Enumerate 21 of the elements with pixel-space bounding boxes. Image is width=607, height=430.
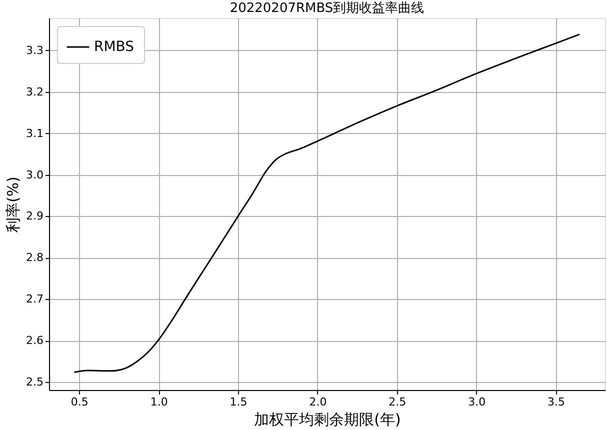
- y-tick-label: 3.3: [26, 44, 44, 57]
- y-tick-label: 2.6: [26, 334, 44, 348]
- y-tick-label: 3.1: [26, 126, 44, 140]
- y-tick-label: 2.5: [26, 376, 44, 389]
- x-tick-label: 1.5: [230, 396, 248, 408]
- chart-title: 20220207RMBS到期收益率曲线: [230, 0, 424, 16]
- x-tick-label: 3.5: [548, 396, 566, 408]
- x-tick-label: 2.0: [309, 396, 327, 408]
- y-tick-label: 2.8: [26, 251, 44, 264]
- x-axis-title: 加权平均剩余期限(年): [254, 410, 401, 428]
- x-tick-label: 3.0: [468, 396, 486, 408]
- x-tick-label: 1.0: [150, 396, 168, 408]
- y-tick-label: 3.0: [26, 168, 44, 182]
- x-tick-label: 0.5: [70, 396, 88, 408]
- x-tick-label: 2.5: [388, 396, 406, 408]
- y-axis-title: 利率(%): [4, 176, 22, 232]
- y-tick-label: 2.9: [26, 210, 44, 223]
- line-series: [74, 34, 580, 373]
- y-tick-label: 3.2: [26, 85, 44, 98]
- y-tick-label: 2.7: [26, 292, 44, 306]
- legend-label: RMBS: [94, 39, 134, 55]
